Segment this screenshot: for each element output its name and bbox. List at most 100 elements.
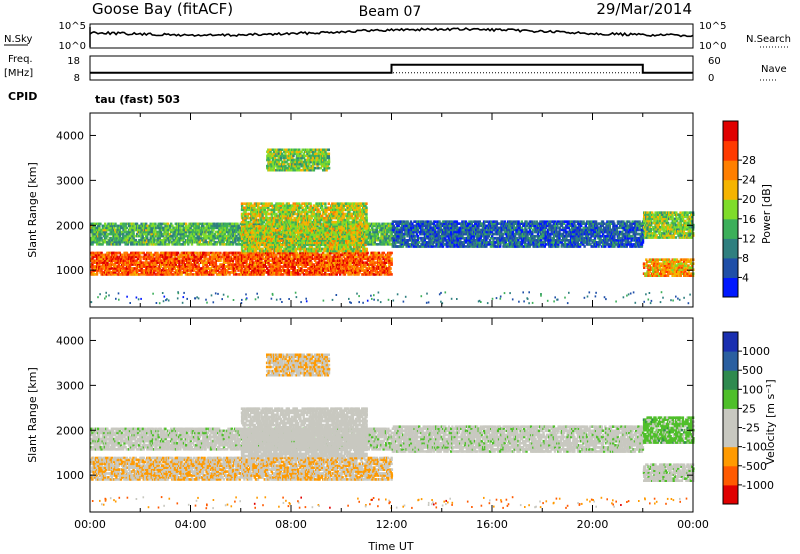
heatmap-cell: [291, 257, 294, 261]
heatmap-cell: [343, 267, 347, 270]
heatmap-cell: [123, 273, 126, 276]
heatmap-cell: [279, 220, 282, 224]
heatmap-cell: [125, 257, 128, 261]
heatmap-cell: [368, 222, 372, 226]
heatmap-cell: [239, 269, 243, 272]
heatmap-cell: [188, 259, 191, 262]
heatmap-cell: [133, 234, 136, 238]
heatmap-cell: [265, 243, 269, 247]
heatmap-cell: [294, 257, 297, 261]
heatmap-cell: [297, 265, 300, 268]
heatmap-cell: [313, 257, 316, 261]
heatmap-cell: [344, 257, 348, 261]
heatmap-cell: [211, 259, 214, 262]
heatmap-cell: [281, 236, 285, 240]
heatmap-cell: [152, 253, 156, 257]
heatmap-cell: [389, 253, 392, 257]
heatmap-cell: [335, 263, 338, 266]
heatmap-cell: [149, 261, 153, 264]
heatmap-cell: [229, 222, 232, 226]
heatmap-cell: [219, 238, 222, 242]
heatmap-cell: [233, 253, 237, 257]
heatmap-cell: [101, 226, 105, 230]
heatmap-cell: [274, 261, 277, 264]
heatmap-cell: [246, 214, 249, 218]
heatmap-cell: [265, 249, 269, 253]
heatmap-cell: [127, 271, 131, 274]
heatmap-cell: [110, 236, 113, 240]
heatmap-cell: [104, 261, 108, 264]
heatmap-cell: [257, 204, 260, 207]
heatmap-cell: [241, 239, 244, 242]
heatmap-cell: [164, 267, 167, 270]
heatmap-cell: [138, 251, 141, 255]
heatmap-cell: [231, 222, 235, 226]
heatmap-cell: [296, 263, 300, 266]
heatmap-cell: [162, 234, 165, 238]
heatmap-cell: [272, 255, 276, 259]
heatmap-cell: [361, 261, 365, 264]
heatmap-cell: [196, 224, 199, 228]
heatmap-cell: [278, 227, 281, 230]
heatmap-cell: [178, 255, 181, 259]
heatmap-cell: [91, 240, 94, 244]
heatmap-cell: [233, 230, 236, 234]
heatmap-cell: [324, 269, 327, 272]
heatmap-cell: [190, 238, 193, 242]
heatmap-cell: [268, 233, 271, 236]
heatmap-cell: [339, 238, 342, 242]
heatmap-cell: [208, 238, 212, 242]
heatmap-cell: [196, 234, 199, 238]
heatmap-cell: [155, 267, 158, 270]
heatmap-cell: [245, 259, 248, 262]
heatmap-cell: [228, 230, 231, 234]
heatmap-cell: [158, 224, 161, 228]
heatmap-cell: [267, 257, 270, 261]
heatmap-cell: [277, 267, 280, 270]
heatmap-cell: [251, 229, 254, 232]
heatmap-cell: [299, 273, 302, 276]
heatmap-cell: [201, 232, 205, 236]
heatmap-cell: [157, 259, 160, 262]
heatmap-cell: [218, 232, 221, 236]
heatmap-cell: [228, 255, 231, 259]
heatmap-cell: [191, 234, 195, 238]
heatmap-cell: [149, 232, 152, 236]
heatmap-cell: [256, 229, 260, 232]
heatmap-cell: [270, 235, 273, 238]
heatmap-cell: [381, 255, 384, 259]
heatmap-cell: [283, 261, 286, 264]
heatmap-cell: [181, 234, 184, 238]
heatmap-cell: [119, 224, 123, 228]
heatmap-cell: [333, 253, 336, 257]
heatmap-cell: [292, 271, 295, 274]
heatmap-cell: [158, 236, 161, 240]
heatmap-cell: [264, 235, 268, 238]
heatmap-cell: [384, 236, 388, 240]
heatmap-cell: [259, 261, 262, 264]
heatmap-cell: [199, 236, 203, 240]
heatmap-cell: [115, 238, 118, 242]
heatmap-cell: [294, 269, 297, 272]
heatmap-cell: [334, 265, 337, 268]
heatmap-cell: [142, 222, 146, 226]
heatmap-cell: [182, 236, 186, 240]
heatmap-cell: [300, 236, 303, 240]
heatmap-cell: [210, 243, 213, 246]
heatmap-cell: [121, 226, 124, 230]
heatmap-cell: [179, 271, 182, 274]
heatmap-cell: [114, 228, 117, 232]
heatmap-cell: [114, 263, 117, 266]
heatmap-cell: [217, 265, 221, 268]
heatmap-cell: [250, 255, 253, 259]
heatmap-cell: [205, 273, 208, 276]
heatmap-cell: [278, 261, 281, 264]
heatmap-cell: [107, 232, 110, 236]
heatmap-cell: [156, 230, 159, 234]
heatmap-cell: [242, 253, 245, 257]
heatmap-cell: [275, 232, 278, 236]
heatmap-cell: [180, 261, 183, 264]
heatmap-cell: [265, 271, 269, 274]
heatmap-cell: [350, 228, 353, 232]
heatmap-cell: [243, 257, 246, 261]
